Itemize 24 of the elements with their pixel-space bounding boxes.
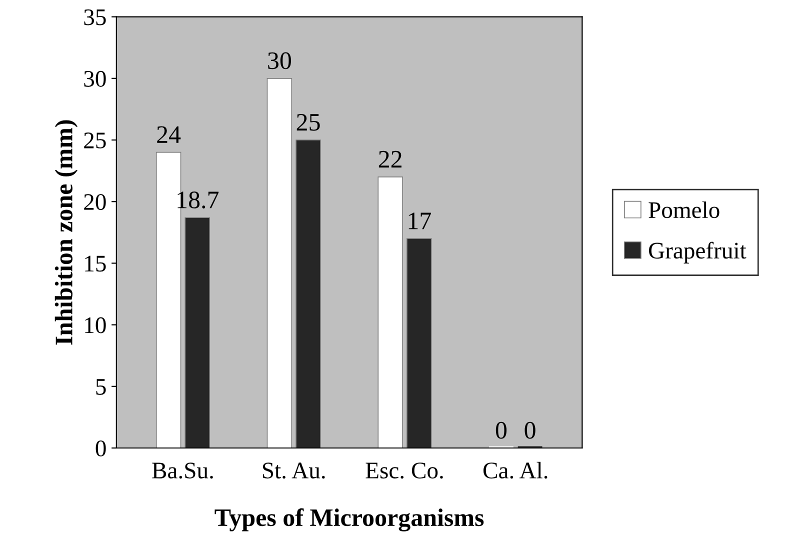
data-label: 25 <box>296 114 320 131</box>
legend-label: Grapefruit <box>648 242 746 264</box>
y-tick-label: 30 <box>84 70 106 87</box>
data-label: 0 <box>524 422 536 439</box>
y-tick-label: 0 <box>96 440 106 456</box>
data-label: 24 <box>157 126 181 143</box>
data-label: 0 <box>496 422 507 439</box>
y-tick-label: 25 <box>84 132 106 148</box>
x-tick-label: Ca. Al. <box>483 462 548 479</box>
x-tick-label: Ba.Su. <box>152 462 213 479</box>
y-tick-label: 35 <box>84 9 106 26</box>
x-tick-label: Esc. Co. <box>366 462 443 479</box>
data-label: 18.7 <box>178 192 219 208</box>
y-tick-label: 5 <box>96 379 106 395</box>
data-label: 30 <box>268 52 291 70</box>
data-label: 17 <box>408 212 431 230</box>
x-tick-label: St. Au. <box>262 462 325 479</box>
y-tick-label: 20 <box>84 194 106 210</box>
x-axis-title: Types of Microorganisms <box>214 508 484 532</box>
y-axis-title: Inhibition zone (mm) <box>54 120 78 345</box>
y-tick-label: 10 <box>85 317 106 334</box>
y-tick-label: 15 <box>85 256 106 272</box>
legend-label: Pomelo <box>648 201 720 218</box>
data-label: 22 <box>378 150 402 168</box>
